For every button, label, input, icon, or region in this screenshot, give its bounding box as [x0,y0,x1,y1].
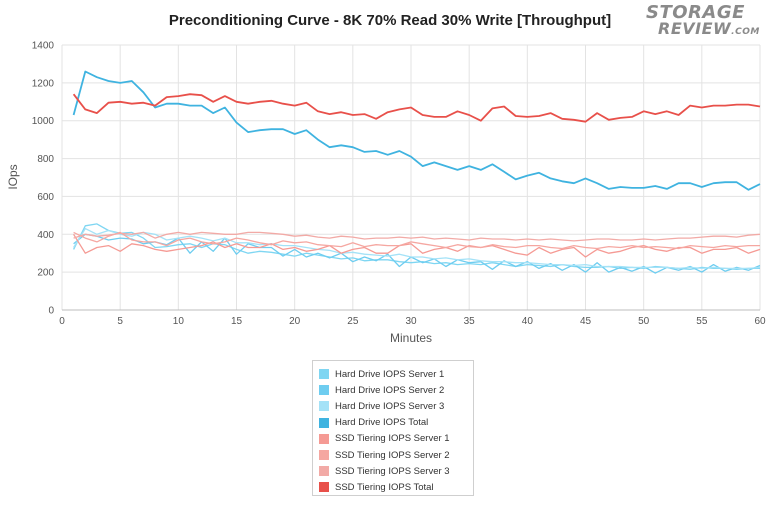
y-tick-label: 200 [37,268,54,279]
legend-label: Hard Drive IOPS Total [335,417,429,429]
y-tick-label: 400 [37,230,54,241]
legend-swatch [319,466,329,477]
legend-item: Hard Drive IOPS Server 2 [319,382,473,398]
y-tick-label: 1400 [32,41,55,52]
legend-item: SSD Tiering IOPS Server 3 [319,463,473,479]
legend-swatch [319,433,329,444]
legend-swatch [319,401,329,412]
legend-item: SSD Tiering IOPS Server 1 [319,431,473,447]
legend-swatch [319,369,329,380]
x-tick-label: 60 [754,316,766,327]
x-tick-label: 20 [289,316,301,327]
x-tick-label: 10 [173,316,185,327]
x-tick-label: 35 [464,316,476,327]
series-line-4 [72,70,761,191]
legend-swatch [319,385,329,396]
series-line-8 [72,93,761,123]
y-tick-label: 800 [37,154,54,165]
logo-line1: STORAGE [646,2,745,23]
legend-label: Hard Drive IOPS Server 2 [335,384,445,396]
x-tick-label: 30 [405,316,417,327]
legend-item: SSD Tiering IOPS Total [319,479,473,495]
legend-label: SSD Tiering IOPS Total [335,481,434,493]
legend-item: SSD Tiering IOPS Server 2 [319,447,473,463]
legend-label: Hard Drive IOPS Server 3 [335,400,445,412]
legend-swatch [319,450,329,461]
series-line-3 [73,227,761,270]
x-tick-label: 50 [638,316,650,327]
legend-label: SSD Tiering IOPS Server 3 [335,465,450,477]
chart-title: Preconditioning Curve - 8K 70% Read 30% … [168,12,612,29]
chart-legend: Hard Drive IOPS Server 1 Hard Drive IOPS … [312,360,474,496]
series-line-5 [73,233,761,258]
legend-item: Hard Drive IOPS Server 3 [319,398,473,414]
y-tick-label: 1200 [32,78,55,89]
storagereview-logo: STORAGE REVIEW.COM [640,2,770,42]
logo-line2: REVIEW.COM [658,19,760,38]
legend-label: SSD Tiering IOPS Server 1 [335,433,450,445]
legend-swatch [319,482,329,493]
x-tick-label: 0 [59,316,65,327]
x-axis-label: Minutes [390,331,432,345]
x-tick-label: 25 [347,316,359,327]
y-tick-label: 1000 [32,116,55,127]
chart-grid [61,44,761,311]
x-tick-label: 15 [231,316,243,327]
legend-item: Hard Drive IOPS Server 1 [319,366,473,382]
legend-label: SSD Tiering IOPS Server 2 [335,449,450,461]
x-tick-label: 55 [696,316,708,327]
x-tick-label: 5 [117,316,123,327]
x-tick-label: 40 [522,316,534,327]
y-tick-label: 600 [37,192,54,203]
legend-item: Hard Drive IOPS Total [319,415,473,431]
chart-ticks: 0 5 10 15 20 25 30 35 40 45 50 55 600200400600800100… [32,41,766,328]
y-tick-label: 0 [48,306,54,317]
y-axis-label: IOps [6,164,20,189]
series-line-6 [73,231,760,250]
series-lines [72,70,761,274]
x-tick-label: 45 [580,316,592,327]
legend-label: Hard Drive IOPS Server 1 [335,368,445,380]
series-line-7 [73,231,761,242]
legend-swatch [319,417,329,428]
